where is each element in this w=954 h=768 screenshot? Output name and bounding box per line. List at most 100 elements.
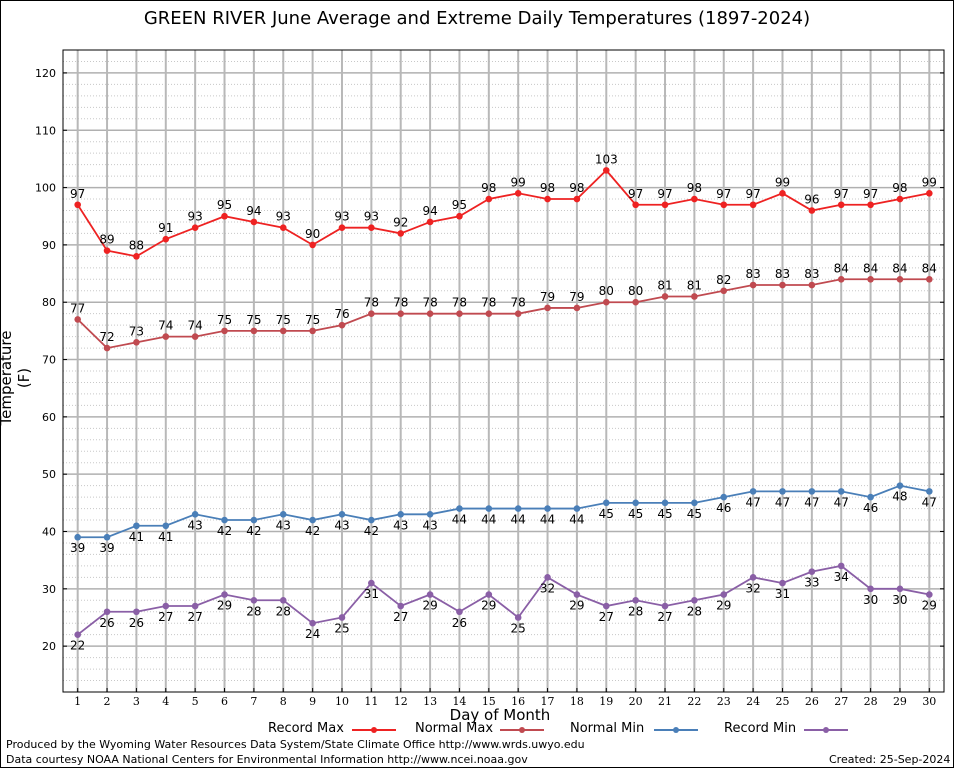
normal-min-data-label: 43 bbox=[188, 518, 203, 532]
normal-min-point bbox=[397, 511, 405, 518]
normal-min-point bbox=[338, 511, 346, 518]
credit-produced-by: Produced by the Wyoming Water Resources … bbox=[6, 738, 585, 751]
legend-record-min-label: Record Min bbox=[724, 721, 797, 736]
record-max-data-label: 98 bbox=[481, 181, 496, 195]
record-min-point bbox=[573, 591, 581, 598]
x-tick-label: 22 bbox=[687, 695, 701, 708]
record-max-point bbox=[573, 195, 581, 203]
y-tick-label: 120 bbox=[35, 67, 56, 80]
normal-min-point bbox=[779, 488, 786, 495]
record-min-point bbox=[632, 596, 639, 604]
legend-record-max-label: Record Max bbox=[268, 721, 344, 736]
normal-max-data-label: 84 bbox=[863, 261, 878, 275]
record-min-point bbox=[749, 574, 757, 581]
normal-min-point bbox=[896, 482, 904, 489]
normal-max-point bbox=[279, 327, 287, 335]
normal-max-point bbox=[133, 339, 140, 346]
normal-max-point bbox=[426, 310, 434, 317]
y-tick-label: 100 bbox=[35, 182, 56, 195]
record-max-point bbox=[808, 207, 816, 214]
normal-max-line bbox=[77, 278, 930, 350]
x-tick-label: 17 bbox=[541, 695, 555, 708]
record-max-data-label: 99 bbox=[511, 175, 526, 189]
x-tick-label: 3 bbox=[133, 695, 140, 708]
normal-min-point bbox=[749, 488, 757, 495]
normal-min-point bbox=[368, 516, 375, 524]
x-tick-label: 10 bbox=[335, 695, 349, 708]
normal-max-point bbox=[896, 275, 904, 283]
normal-max-data-label: 81 bbox=[687, 278, 702, 292]
record-max-data-label: 99 bbox=[775, 175, 790, 189]
normal-min-data-label: 42 bbox=[305, 524, 320, 538]
record-min-data-label: 27 bbox=[393, 610, 408, 624]
x-tick-label: 27 bbox=[834, 695, 848, 708]
record-min-point bbox=[896, 585, 904, 593]
record-max-data-label: 94 bbox=[246, 204, 261, 218]
record-max-point bbox=[544, 195, 551, 203]
chart-title: GREEN RIVER June Average and Extreme Dai… bbox=[143, 8, 811, 29]
record-min-data-label: 30 bbox=[863, 593, 878, 607]
record-min-point bbox=[485, 591, 493, 598]
x-tick-label: 18 bbox=[570, 695, 584, 708]
normal-max-point bbox=[691, 293, 698, 300]
record-max-point bbox=[779, 190, 786, 197]
record-min-data-label: 26 bbox=[129, 616, 144, 630]
y-tick-label: 30 bbox=[42, 583, 56, 596]
normal-min-point bbox=[661, 499, 669, 507]
record-min-point bbox=[309, 619, 316, 627]
record-max-point bbox=[485, 195, 493, 203]
normal-min-data-label: 43 bbox=[334, 518, 349, 532]
x-tick-label: 6 bbox=[221, 695, 228, 708]
normal-max-data-label: 77 bbox=[70, 301, 85, 315]
normal-max-data-label: 73 bbox=[129, 324, 144, 338]
record-min-data-label: 27 bbox=[599, 610, 614, 624]
normal-max-point bbox=[456, 310, 463, 317]
record-max-data-label: 98 bbox=[892, 181, 907, 195]
record-min-data-label: 29 bbox=[922, 599, 937, 613]
normal-max-point bbox=[514, 310, 522, 317]
record-min-point bbox=[456, 608, 463, 616]
record-max-point bbox=[133, 253, 140, 260]
legend-normal-max-marker bbox=[519, 727, 525, 733]
normal-max-data-label: 78 bbox=[422, 296, 437, 310]
record-max-point bbox=[426, 218, 434, 226]
normal-max-point bbox=[74, 316, 81, 323]
x-tick-label: 5 bbox=[192, 695, 199, 708]
x-tick-label: 29 bbox=[893, 695, 907, 708]
normal-min-point bbox=[720, 493, 728, 501]
normal-min-data-label: 43 bbox=[422, 518, 437, 532]
normal-min-point bbox=[926, 488, 933, 495]
normal-max-point bbox=[309, 327, 316, 335]
normal-min-data-label: 43 bbox=[393, 518, 408, 532]
x-tick-label: 14 bbox=[452, 695, 466, 708]
record-min-point bbox=[133, 608, 140, 616]
normal-min-point bbox=[808, 488, 816, 495]
normal-min-point bbox=[691, 499, 698, 507]
record-max-point bbox=[338, 224, 346, 231]
record-max-point bbox=[309, 241, 316, 249]
record-min-point bbox=[926, 591, 933, 598]
y-tick-label: 60 bbox=[42, 411, 56, 424]
normal-max-data-label: 78 bbox=[364, 296, 379, 310]
record-max-point bbox=[896, 195, 904, 203]
record-max-point bbox=[837, 201, 845, 209]
normal-min-data-label: 39 bbox=[70, 541, 85, 555]
normal-min-data-label: 42 bbox=[217, 524, 232, 538]
plot-area bbox=[63, 50, 944, 692]
normal-min-data-label: 41 bbox=[158, 530, 173, 544]
record-max-point bbox=[191, 224, 199, 231]
x-tick-label: 8 bbox=[280, 695, 287, 708]
plot-border bbox=[62, 49, 945, 693]
normal-min-data-label: 45 bbox=[657, 507, 672, 521]
record-max-data-label: 89 bbox=[99, 233, 114, 247]
record-max-data-label: 93 bbox=[188, 210, 203, 224]
record-min-data-label: 29 bbox=[481, 599, 496, 613]
record-max-data-label: 97 bbox=[745, 187, 760, 201]
record-min-point bbox=[162, 602, 170, 610]
record-min-data-label: 34 bbox=[834, 570, 849, 584]
record-max-point bbox=[602, 167, 610, 174]
normal-max-data-label: 78 bbox=[481, 296, 496, 310]
record-min-data-label: 29 bbox=[217, 599, 232, 613]
x-tick-label: 19 bbox=[599, 695, 613, 708]
normal-max-point bbox=[191, 333, 199, 340]
